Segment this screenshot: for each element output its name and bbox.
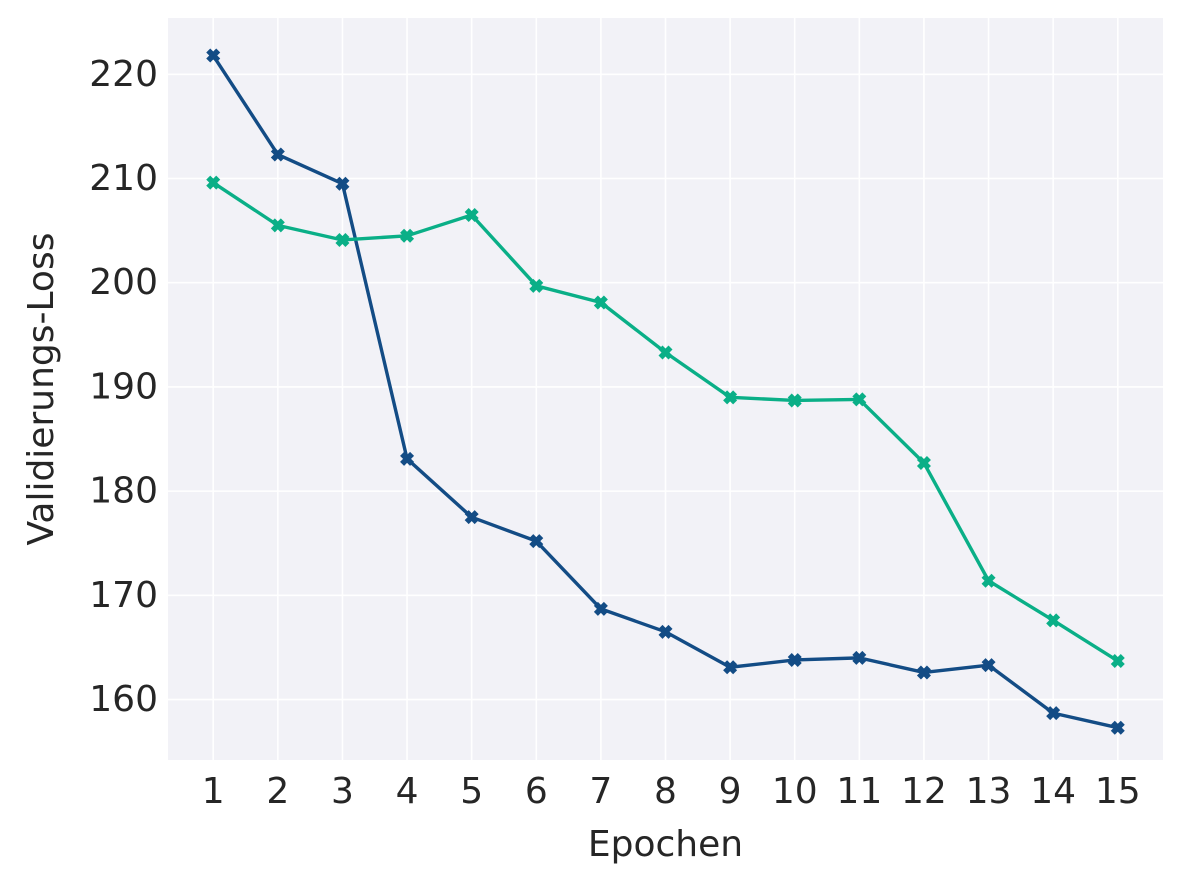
data-point	[593, 295, 608, 310]
x-axis-ticks: 1 2 3 4 5 6 7 8 9 10 11 12 13 14 15	[202, 771, 1141, 812]
x-tick-label: 6	[525, 771, 548, 812]
data-point	[464, 510, 479, 525]
x-tick-label: 7	[589, 771, 612, 812]
data-point	[1110, 720, 1125, 735]
y-tick-label: 160	[89, 679, 158, 720]
data-point	[981, 573, 996, 588]
x-tick-label: 4	[396, 771, 419, 812]
data-point	[335, 232, 350, 247]
y-tick-label: 180	[89, 471, 158, 512]
series-2	[206, 175, 1125, 668]
data-point	[787, 393, 802, 408]
data-point	[658, 345, 673, 360]
data-point	[916, 665, 931, 680]
data-point	[270, 218, 285, 233]
data-point	[723, 390, 738, 405]
data-point	[400, 451, 415, 466]
x-tick-label: 1	[202, 771, 225, 812]
x-tick-label: 5	[460, 771, 483, 812]
data-point	[787, 652, 802, 667]
x-tick-label: 14	[1030, 771, 1076, 812]
x-tick-label: 11	[836, 771, 882, 812]
x-axis-title: Epochen	[588, 824, 743, 865]
data-point	[852, 650, 867, 665]
x-tick-label: 15	[1095, 771, 1141, 812]
data-point	[400, 228, 415, 243]
x-tick-label: 2	[266, 771, 289, 812]
y-axis-ticks: 160 170 180 190 200 210 220	[89, 54, 158, 720]
series-1	[206, 48, 1125, 735]
x-tick-label: 12	[901, 771, 947, 812]
y-tick-label: 200	[89, 262, 158, 303]
data-point	[1110, 653, 1125, 668]
data-point	[1046, 613, 1061, 628]
x-tick-label: 13	[966, 771, 1012, 812]
x-tick-label: 3	[331, 771, 354, 812]
grid	[168, 18, 1163, 760]
data-point	[593, 601, 608, 616]
data-point	[852, 392, 867, 407]
data-point	[529, 534, 544, 549]
y-tick-label: 170	[89, 575, 158, 616]
data-point	[206, 48, 221, 63]
data-point	[1046, 706, 1061, 721]
data-point	[981, 658, 996, 673]
y-axis-title: Validierungs-Loss	[21, 233, 62, 546]
data-point	[270, 147, 285, 162]
y-tick-label: 210	[89, 158, 158, 199]
x-tick-label: 8	[654, 771, 677, 812]
data-point	[206, 175, 221, 190]
data-point	[658, 624, 673, 639]
x-tick-label: 9	[719, 771, 742, 812]
data-point	[464, 207, 479, 222]
y-tick-label: 220	[89, 54, 158, 95]
data-point	[335, 176, 350, 191]
data-point	[529, 278, 544, 293]
series-layer	[206, 48, 1125, 735]
y-tick-label: 190	[89, 366, 158, 407]
data-point	[723, 660, 738, 675]
x-tick-label: 10	[772, 771, 818, 812]
data-point	[916, 455, 931, 470]
